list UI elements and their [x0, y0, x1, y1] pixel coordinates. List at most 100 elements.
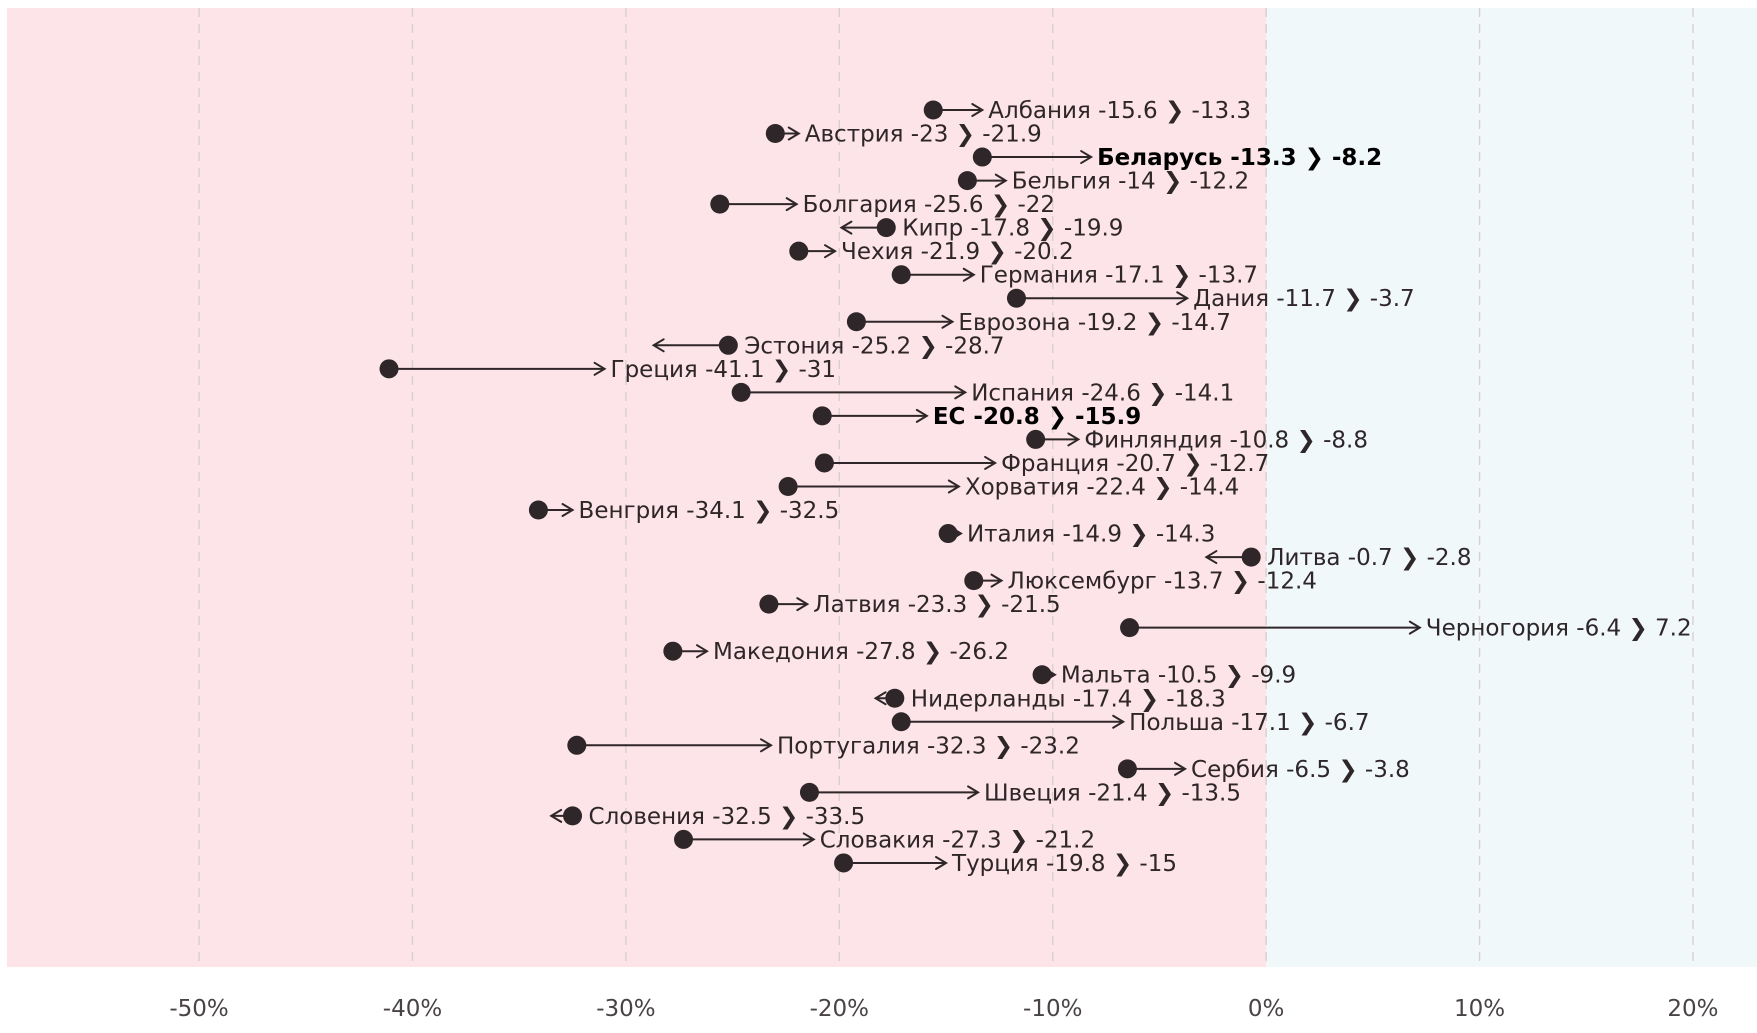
start-marker — [563, 806, 583, 826]
row-label: Финляндия -10.8 ❯ -8.8 — [1084, 427, 1368, 453]
row-label: Мальта -10.5 ❯ -9.9 — [1061, 663, 1296, 689]
arrow-head — [839, 220, 853, 235]
row-label: Кипр -17.8 ❯ -19.9 — [902, 216, 1123, 242]
row-label: Бельгия -14 ❯ -12.2 — [1012, 169, 1249, 195]
row-label: Албания -15.6 ❯ -13.3 — [988, 98, 1251, 124]
arrow-head — [947, 479, 961, 494]
start-marker — [938, 524, 958, 544]
start-marker — [789, 241, 809, 261]
start-marker — [674, 829, 694, 849]
arrow-head — [1174, 761, 1187, 776]
arrow-head — [549, 808, 563, 823]
start-marker — [778, 476, 798, 496]
row-label: Италия -14.9 ❯ -14.3 — [967, 522, 1215, 548]
start-marker — [964, 571, 984, 591]
start-marker — [799, 782, 819, 802]
row-label: Еврозона -19.2 ❯ -14.7 — [958, 310, 1230, 336]
row-label: Болгария -25.6 ❯ -22 — [803, 192, 1055, 218]
data-row: Венгрия -34.1 ❯ -32.5 — [528, 498, 840, 524]
row-label: Австрия -23 ❯ -21.9 — [805, 122, 1042, 148]
row-label: Словакия -27.3 ❯ -21.2 — [820, 827, 1095, 853]
row-label: Латвия -23.3 ❯ -21.5 — [813, 592, 1060, 618]
data-row: Хорватия -22.4 ❯ -14.4 — [778, 474, 1239, 500]
data-row: Черногория -6.4 ❯ 7.2 — [1120, 616, 1692, 642]
start-marker — [885, 688, 905, 708]
arrow-head — [802, 832, 816, 847]
data-row: Болгария -25.6 ❯ -22 — [710, 192, 1055, 218]
arrow-head — [990, 573, 1004, 588]
arrow-head — [785, 197, 799, 212]
start-marker — [1117, 759, 1137, 779]
arrow-head — [1408, 620, 1422, 635]
row-label: Германия -17.1 ❯ -13.7 — [980, 263, 1258, 289]
data-row: Бельгия -14 ❯ -12.2 — [957, 169, 1249, 195]
start-marker — [812, 406, 832, 426]
start-marker — [1006, 288, 1026, 308]
data-row: Кипр -17.8 ❯ -19.9 — [839, 216, 1123, 242]
row-label: Люксембург -13.7 ❯ -12.4 — [1008, 569, 1317, 595]
background-bands — [7, 8, 1757, 967]
start-marker — [765, 124, 785, 144]
start-marker — [379, 359, 399, 379]
row-label: Литва -0.7 ❯ -2.8 — [1267, 545, 1471, 571]
start-marker — [834, 853, 854, 873]
arrow-head — [1080, 150, 1094, 165]
arrow-head — [651, 338, 665, 353]
arrow-head — [1067, 432, 1081, 447]
data-row: Дания -11.7 ❯ -3.7 — [1006, 286, 1415, 312]
row-label: Хорватия -22.4 ❯ -14.4 — [965, 474, 1239, 500]
background-band-positive — [1266, 8, 1757, 967]
data-row: Латвия -23.3 ❯ -21.5 — [759, 592, 1061, 618]
arrow-head — [1112, 714, 1126, 729]
arrow-head — [561, 503, 575, 518]
row-label: Македония -27.8 ❯ -26.2 — [713, 639, 1009, 665]
start-marker — [1241, 547, 1261, 567]
x-tick-label: -40% — [383, 996, 442, 1022]
x-tick-label: 20% — [1667, 996, 1718, 1022]
data-row: Еврозона -19.2 ❯ -14.7 — [846, 310, 1231, 336]
x-tick-label: 10% — [1454, 996, 1505, 1022]
start-marker — [718, 335, 738, 355]
row-label: Турция -19.8 ❯ -15 — [951, 851, 1177, 877]
start-marker — [891, 265, 911, 285]
row-label: Греция -41.1 ❯ -31 — [611, 357, 837, 383]
data-row: Македония -27.8 ❯ -26.2 — [663, 639, 1009, 665]
data-row: Нидерланды -17.4 ❯ -18.3 — [873, 686, 1226, 712]
start-marker — [1120, 618, 1140, 638]
data-row: Германия -17.1 ❯ -13.7 — [891, 263, 1258, 289]
arrow-head — [760, 738, 773, 753]
background-band-negative — [7, 8, 1267, 967]
start-marker — [972, 147, 992, 167]
data-row: Испания -24.6 ❯ -14.1 — [731, 380, 1234, 406]
row-label: ЕС -20.8 ❯ -15.9 — [933, 404, 1141, 430]
data-row: Финляндия -10.8 ❯ -8.8 — [1026, 427, 1368, 453]
data-row: Сербия -6.5 ❯ -3.8 — [1117, 757, 1410, 783]
start-marker — [731, 382, 751, 402]
start-marker — [814, 453, 834, 473]
row-label: Франция -20.7 ❯ -12.7 — [1001, 451, 1269, 477]
arrow-head — [593, 361, 607, 376]
arrow-head — [824, 244, 837, 259]
x-tick-label: -50% — [169, 996, 228, 1022]
row-label: Словения -32.5 ❯ -33.5 — [589, 804, 866, 830]
data-row: Чехия -21.9 ❯ -20.2 — [789, 239, 1074, 265]
arrow-head — [954, 385, 968, 400]
data-row: Австрия -23 ❯ -21.9 — [765, 122, 1042, 148]
arrow-head — [984, 455, 998, 470]
data-row: Эстония -25.2 ❯ -28.7 — [651, 333, 1005, 359]
data-row: Польша -17.1 ❯ -6.7 — [891, 710, 1370, 736]
start-marker — [567, 735, 587, 755]
data-row: Турция -19.8 ❯ -15 — [834, 851, 1177, 877]
x-tick-label: -30% — [596, 996, 655, 1022]
data-row: Словакия -27.3 ❯ -21.2 — [674, 827, 1095, 853]
row-label: Сербия -6.5 ❯ -3.8 — [1191, 757, 1410, 783]
start-marker — [528, 500, 548, 520]
row-label: Венгрия -34.1 ❯ -32.5 — [579, 498, 840, 524]
row-label: Беларусь -13.3 ❯ -8.2 — [1097, 145, 1382, 171]
arrow-head — [787, 126, 801, 141]
data-row: Швеция -21.4 ❯ -13.5 — [799, 780, 1241, 806]
arrow-head — [962, 267, 976, 282]
